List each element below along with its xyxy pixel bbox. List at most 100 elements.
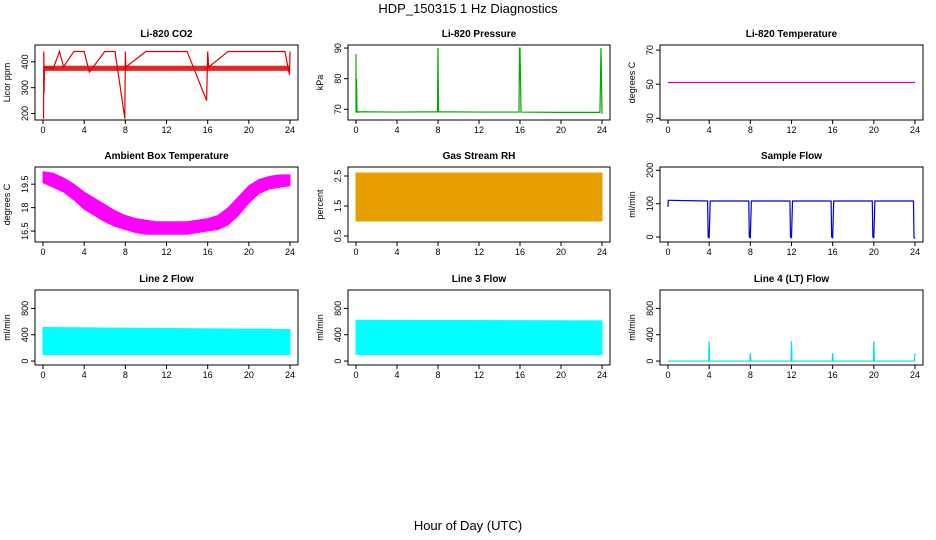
- series-line: [42, 49, 291, 119]
- x-tick-label: 8: [748, 125, 753, 135]
- y-tick-label: 100: [645, 196, 655, 211]
- chart-title: Li-820 Temperature: [746, 29, 838, 40]
- x-tick-label: 4: [82, 125, 87, 135]
- x-tick-label: 8: [435, 247, 440, 257]
- y-tick-label: 400: [20, 54, 30, 69]
- y-axis-label: kPa: [315, 75, 325, 91]
- chart-panel: Gas Stream RH 0 4 8 12 16 20 24 0.5 1.5 2.5 percent: [315, 151, 611, 257]
- x-tick-label: 20: [556, 125, 566, 135]
- x-tick-label: 16: [515, 247, 525, 257]
- x-tick-label: 0: [353, 370, 358, 380]
- x-tick-label: 0: [665, 247, 670, 257]
- y-tick-label: 80: [333, 74, 343, 84]
- plot-frame: [347, 44, 611, 121]
- x-tick-label: 8: [435, 125, 440, 135]
- y-axis-label: degrees C: [2, 183, 12, 225]
- x-tick-label: 12: [786, 370, 796, 380]
- y-tick-label: 400: [20, 327, 30, 342]
- chart-panel: Line 4 (LT) Flow 0 4 8 12 16 20 24 0 400 800 ml/min: [627, 274, 924, 380]
- chart-title: Line 4 (LT) Flow: [754, 274, 830, 285]
- y-axis-label: ml/min: [2, 314, 12, 341]
- x-tick-label: 20: [244, 247, 254, 257]
- y-tick-label: 200: [20, 106, 30, 121]
- y-tick-label: 70: [645, 45, 655, 55]
- x-tick-label: 12: [161, 125, 171, 135]
- x-tick-label: 12: [786, 247, 796, 257]
- x-tick-label: 12: [474, 247, 484, 257]
- x-tick-label: 16: [203, 125, 213, 135]
- y-tick-label: 90: [333, 43, 343, 53]
- chart-panel: Line 2 Flow 0 4 8 12 16 20 24 0 400 800 ml/min: [2, 274, 299, 380]
- y-tick-label: 0: [20, 359, 30, 364]
- y-tick-label: 30: [645, 113, 655, 123]
- y-tick-label: 70: [333, 104, 343, 114]
- x-tick-label: 24: [910, 247, 920, 257]
- chart-panel: Sample Flow 0 4 8 12 16 20 24 0 100 200 ml/min: [627, 151, 924, 257]
- y-axis-label: percent: [315, 189, 325, 220]
- x-tick-label: 12: [161, 247, 171, 257]
- chart-title: Line 3 Flow: [452, 274, 507, 285]
- series-line: [667, 199, 916, 239]
- y-tick-label: 0: [333, 359, 343, 364]
- x-tick-label: 0: [665, 370, 670, 380]
- x-tick-label: 4: [394, 125, 399, 135]
- x-tick-label: 20: [869, 370, 879, 380]
- series-line: [668, 341, 916, 362]
- chart-title: Li-820 Pressure: [442, 29, 517, 40]
- x-tick-label: 12: [786, 125, 796, 135]
- plot-frame: [34, 44, 299, 121]
- x-tick-label: 16: [828, 125, 838, 135]
- y-tick-label: 0: [645, 234, 655, 239]
- chart-panel: Li-820 CO2 0 4 8 12 16 20 24 200 300 400 Licor ppm: [2, 29, 299, 135]
- x-tick-label: 0: [40, 247, 45, 257]
- series-band: [355, 319, 603, 355]
- x-tick-label: 20: [869, 247, 879, 257]
- y-tick-label: 50: [645, 79, 655, 89]
- y-axis-label: ml/min: [315, 314, 325, 341]
- y-tick-label: 1.5: [333, 200, 343, 213]
- x-tick-label: 16: [828, 247, 838, 257]
- y-tick-label: 2.5: [333, 170, 343, 183]
- x-tick-label: 0: [353, 247, 358, 257]
- x-tick-label: 24: [910, 370, 920, 380]
- x-tick-label: 24: [285, 247, 295, 257]
- x-tick-label: 4: [707, 370, 712, 380]
- x-tick-label: 20: [244, 125, 254, 135]
- y-tick-label: 18: [20, 203, 30, 213]
- x-tick-label: 8: [435, 370, 440, 380]
- x-tick-label: 12: [474, 125, 484, 135]
- page-title: HDP_150315 1 Hz Diagnostics: [378, 1, 558, 16]
- series-band: [44, 65, 290, 71]
- chart-title: Line 2 Flow: [139, 274, 194, 285]
- y-tick-label: 0: [645, 359, 655, 364]
- y-axis-label: degrees C: [627, 61, 637, 103]
- x-tick-label: 8: [123, 125, 128, 135]
- chart-title: Sample Flow: [761, 151, 822, 162]
- x-tick-label: 0: [40, 370, 45, 380]
- y-tick-label: 800: [20, 301, 30, 316]
- x-tick-label: 4: [394, 370, 399, 380]
- series-band: [42, 171, 291, 235]
- x-tick-label: 8: [123, 370, 128, 380]
- x-tick-label: 4: [707, 247, 712, 257]
- x-tick-label: 12: [161, 370, 171, 380]
- y-tick-label: 0.5: [333, 230, 343, 243]
- x-tick-label: 8: [748, 370, 753, 380]
- x-tick-label: 24: [597, 370, 607, 380]
- x-tick-label: 16: [515, 125, 525, 135]
- x-tick-label: 24: [597, 247, 607, 257]
- y-axis-label: ml/min: [627, 191, 637, 218]
- y-tick-label: 400: [645, 327, 655, 342]
- x-tick-label: 24: [910, 125, 920, 135]
- y-tick-label: 300: [20, 80, 30, 95]
- x-tick-label: 4: [394, 247, 399, 257]
- chart-title: Li-820 CO2: [140, 29, 193, 40]
- series-line: [355, 47, 603, 114]
- x-tick-label: 16: [203, 370, 213, 380]
- x-axis-caption: Hour of Day (UTC): [413, 518, 523, 533]
- x-tick-label: 16: [203, 247, 213, 257]
- x-tick-label: 16: [828, 370, 838, 380]
- chart-title: Gas Stream RH: [443, 151, 516, 162]
- x-tick-label: 8: [123, 247, 128, 257]
